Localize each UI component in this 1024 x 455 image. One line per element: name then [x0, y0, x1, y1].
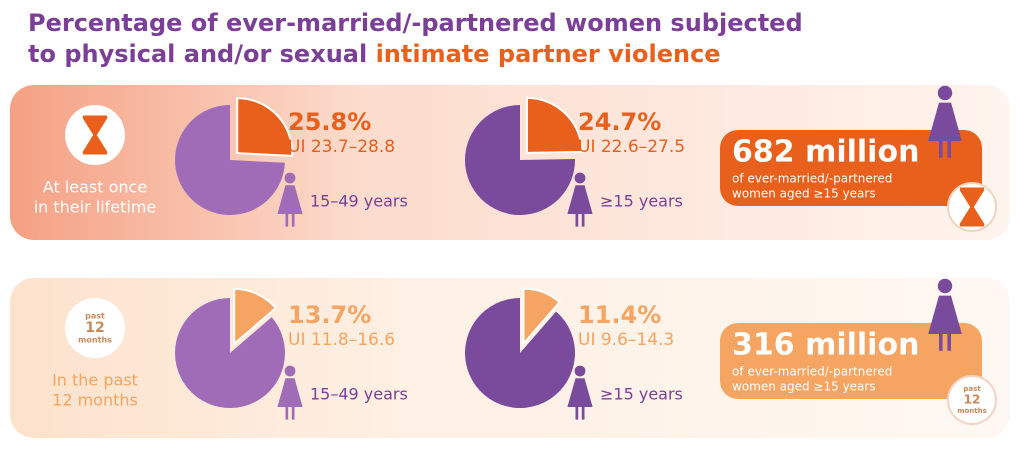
pie-age: ≥15 years: [600, 385, 683, 404]
icon-text: 12: [964, 393, 981, 407]
pie-ui: UI 23.7–28.8: [288, 137, 395, 157]
pie-slice: [236, 97, 294, 157]
total-note: of ever-married/-partnered: [732, 172, 892, 186]
icon-text: months: [78, 336, 112, 345]
woman-icon: [928, 102, 962, 158]
woman-icon: [277, 185, 303, 227]
woman-icon: [928, 295, 962, 351]
hourglass-icon: [959, 187, 985, 227]
icon-text: months: [957, 407, 987, 415]
woman-icon: [284, 172, 296, 184]
row-label: in their lifetime: [34, 198, 157, 217]
woman-icon: [284, 365, 296, 377]
total-number: 316 million: [732, 328, 919, 363]
icon-text: 12: [85, 320, 104, 336]
title-highlight: intimate partner violence: [376, 40, 721, 68]
total-number: 682 million: [732, 135, 919, 170]
pie-rest: [175, 105, 285, 215]
woman-icon: [937, 85, 953, 101]
total-note: women aged ≥15 years: [732, 187, 876, 201]
hourglass-icon: [82, 115, 108, 155]
pie-rest: [465, 105, 575, 215]
pie-age: ≥15 years: [600, 192, 683, 211]
pie-ui: UI 9.6–14.3: [578, 330, 674, 350]
row-label: In the past: [52, 371, 138, 390]
pie-value: 25.8%: [288, 108, 371, 136]
total-box: [720, 130, 982, 206]
pie-ui: UI 22.6–27.5: [578, 137, 685, 157]
pie-ui: UI 11.8–16.6: [288, 330, 395, 350]
title-part: to physical and/or sexual: [28, 40, 376, 68]
pie-rest: [465, 298, 575, 408]
row-label: 12 months: [52, 391, 138, 410]
row-icon: [65, 298, 125, 358]
pie-value: 11.4%: [578, 301, 661, 329]
total-note: women aged ≥15 years: [732, 380, 876, 394]
title: Percentage of ever-married/-partnered wo…: [28, 9, 803, 37]
pie-slice: [522, 287, 562, 347]
pie-value: 24.7%: [578, 108, 661, 136]
icon-text: past: [85, 312, 105, 321]
pie-value: 13.7%: [288, 301, 371, 329]
woman-icon: [567, 185, 593, 227]
total-box: [720, 323, 982, 399]
woman-icon: [574, 365, 586, 377]
pie-slice: [526, 96, 584, 154]
total-note: of ever-married/-partnered: [732, 365, 892, 379]
woman-icon: [277, 378, 303, 420]
pie-age: 15–49 years: [310, 385, 408, 404]
icon-text: past: [963, 385, 981, 393]
pie-rest: [174, 298, 285, 408]
pie-age: 15–49 years: [310, 192, 408, 211]
pie-slice: [233, 287, 278, 347]
woman-icon: [574, 172, 586, 184]
box-icon: [947, 375, 997, 425]
title: to physical and/or sexual intimate partn…: [28, 40, 721, 68]
row-label: At least once: [43, 178, 147, 197]
woman-icon: [937, 278, 953, 294]
woman-icon: [567, 378, 593, 420]
